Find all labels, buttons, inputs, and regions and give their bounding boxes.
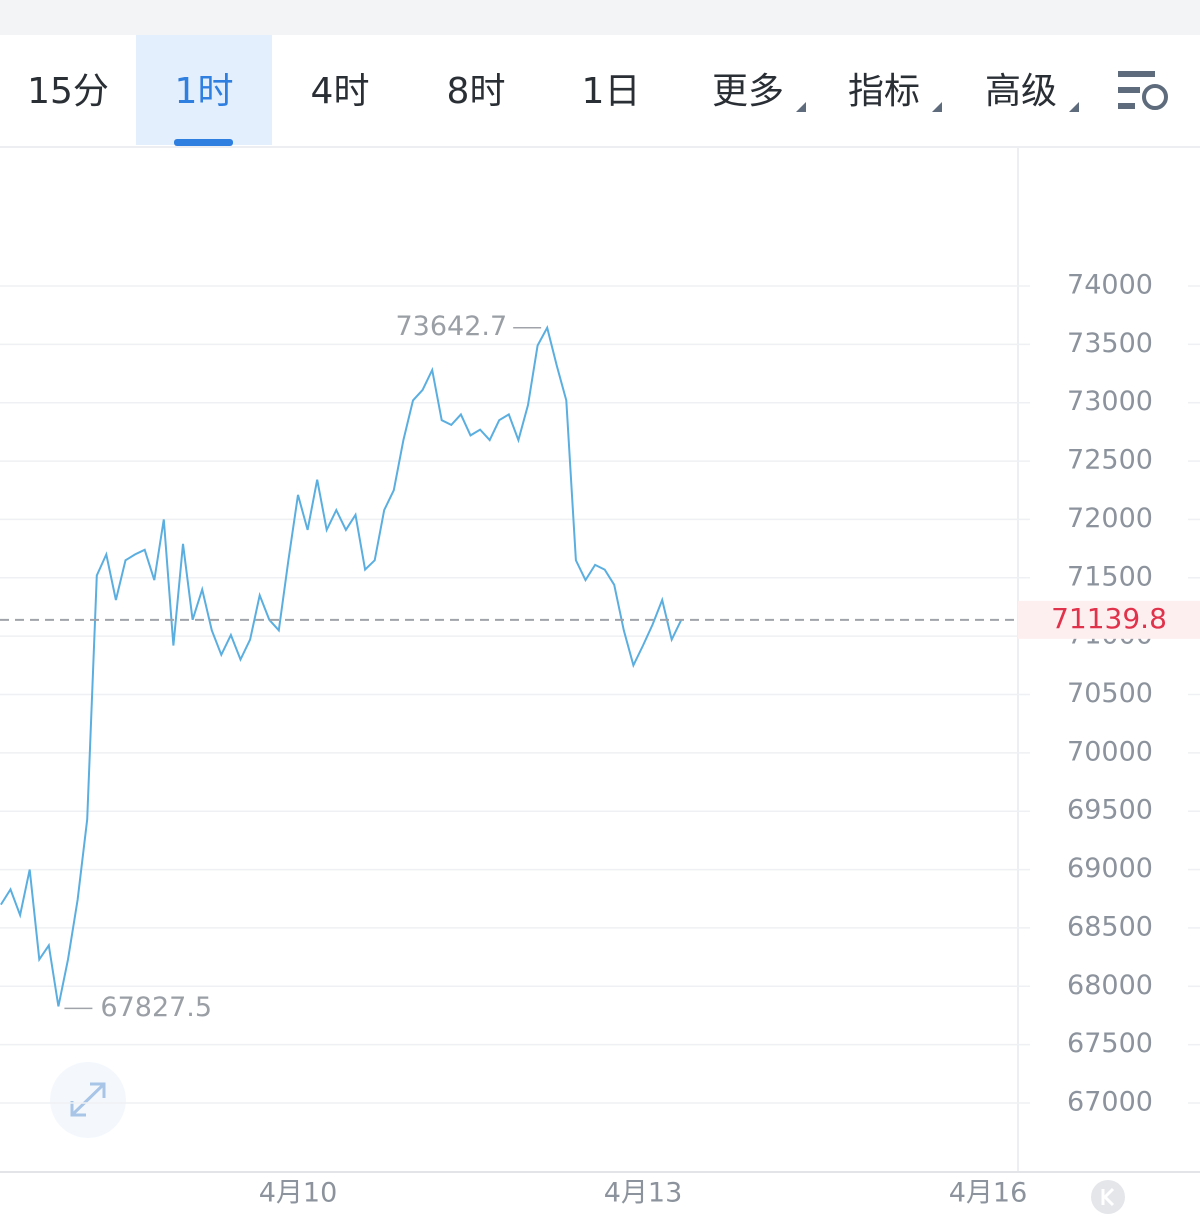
settings-icon[interactable] (1118, 71, 1168, 110)
max-label: 73642.7 (396, 311, 508, 342)
y-tick-label: 68000 (1067, 970, 1153, 1001)
dropdown-marker (932, 102, 942, 112)
price-line (0, 324, 683, 1007)
tab[interactable]: 指标 (848, 71, 920, 112)
y-tick-label: 72500 (1067, 445, 1153, 476)
tab[interactable]: 4时 (311, 71, 370, 112)
y-tick-label: 69000 (1067, 853, 1153, 884)
y-tick-label: 69500 (1067, 795, 1153, 826)
expand-icon (70, 1082, 106, 1117)
tab[interactable]: 1日 (582, 71, 641, 112)
y-tick-label: 68500 (1067, 911, 1153, 942)
min-label: 67827.5 (100, 992, 212, 1023)
tab[interactable]: 1时 (175, 71, 234, 112)
dropdown-marker (1069, 102, 1079, 112)
x-tick-label: 4月13 (604, 1178, 683, 1209)
tab[interactable]: 更多 (712, 71, 784, 112)
y-tick-label: 71500 (1067, 561, 1153, 592)
tab[interactable]: 8时 (447, 71, 506, 112)
last-price-bg (1018, 600, 1200, 639)
y-tick-label: 70500 (1067, 678, 1153, 709)
y-tick-label: 72000 (1067, 503, 1153, 534)
tab[interactable]: 15分 (27, 71, 109, 112)
x-tick-label: 4月10 (259, 1178, 338, 1209)
y-tick-label: 74000 (1067, 270, 1153, 301)
scroll-end-button[interactable] (1091, 1180, 1125, 1214)
scroll-end-icon (1101, 1187, 1115, 1207)
active-tab-bg (136, 35, 272, 145)
tab[interactable]: 高级 (985, 71, 1057, 112)
y-tick-label: 73000 (1067, 386, 1153, 417)
dropdown-marker (796, 102, 806, 112)
y-tick-label: 70000 (1067, 736, 1153, 767)
y-tick-label: 73500 (1067, 328, 1153, 359)
x-tick-label: 4月16 (949, 1178, 1028, 1209)
top-bar (0, 0, 1200, 35)
y-tick-label: 67000 (1067, 1086, 1153, 1117)
active-tab-indicator (174, 139, 233, 146)
last-price-label: 71139.8 (1051, 602, 1167, 635)
y-tick-label: 67500 (1067, 1028, 1153, 1059)
